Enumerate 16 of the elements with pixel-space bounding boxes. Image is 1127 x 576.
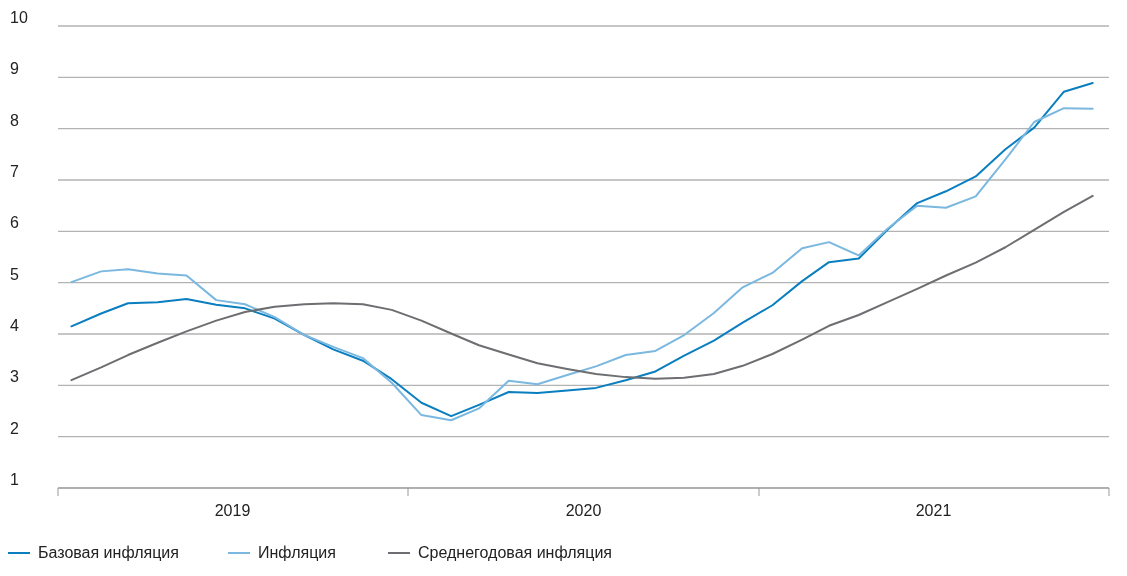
y-tick-label: 9 — [10, 60, 19, 78]
y-tick-label: 8 — [10, 111, 19, 129]
y-tick-label: 4 — [10, 317, 19, 334]
x-tick-label: 2021 — [915, 502, 952, 519]
y-tick-label: 10 — [10, 9, 28, 26]
legend-label: Инфляция — [258, 544, 336, 561]
y-tick-label: 3 — [10, 368, 19, 386]
y-tick-label: 5 — [10, 265, 19, 283]
y-tick-label: 2 — [10, 419, 19, 437]
x-tick-label: 2020 — [565, 502, 602, 519]
y-tick-label: 1 — [10, 471, 19, 488]
legend-label: Базовая инфляция — [38, 544, 179, 561]
legend-label: Среднегодовая инфляция — [418, 544, 613, 561]
x-tick-label: 2019 — [214, 502, 251, 519]
y-tick-label: 7 — [10, 163, 19, 180]
y-tick-label: 6 — [10, 214, 19, 232]
